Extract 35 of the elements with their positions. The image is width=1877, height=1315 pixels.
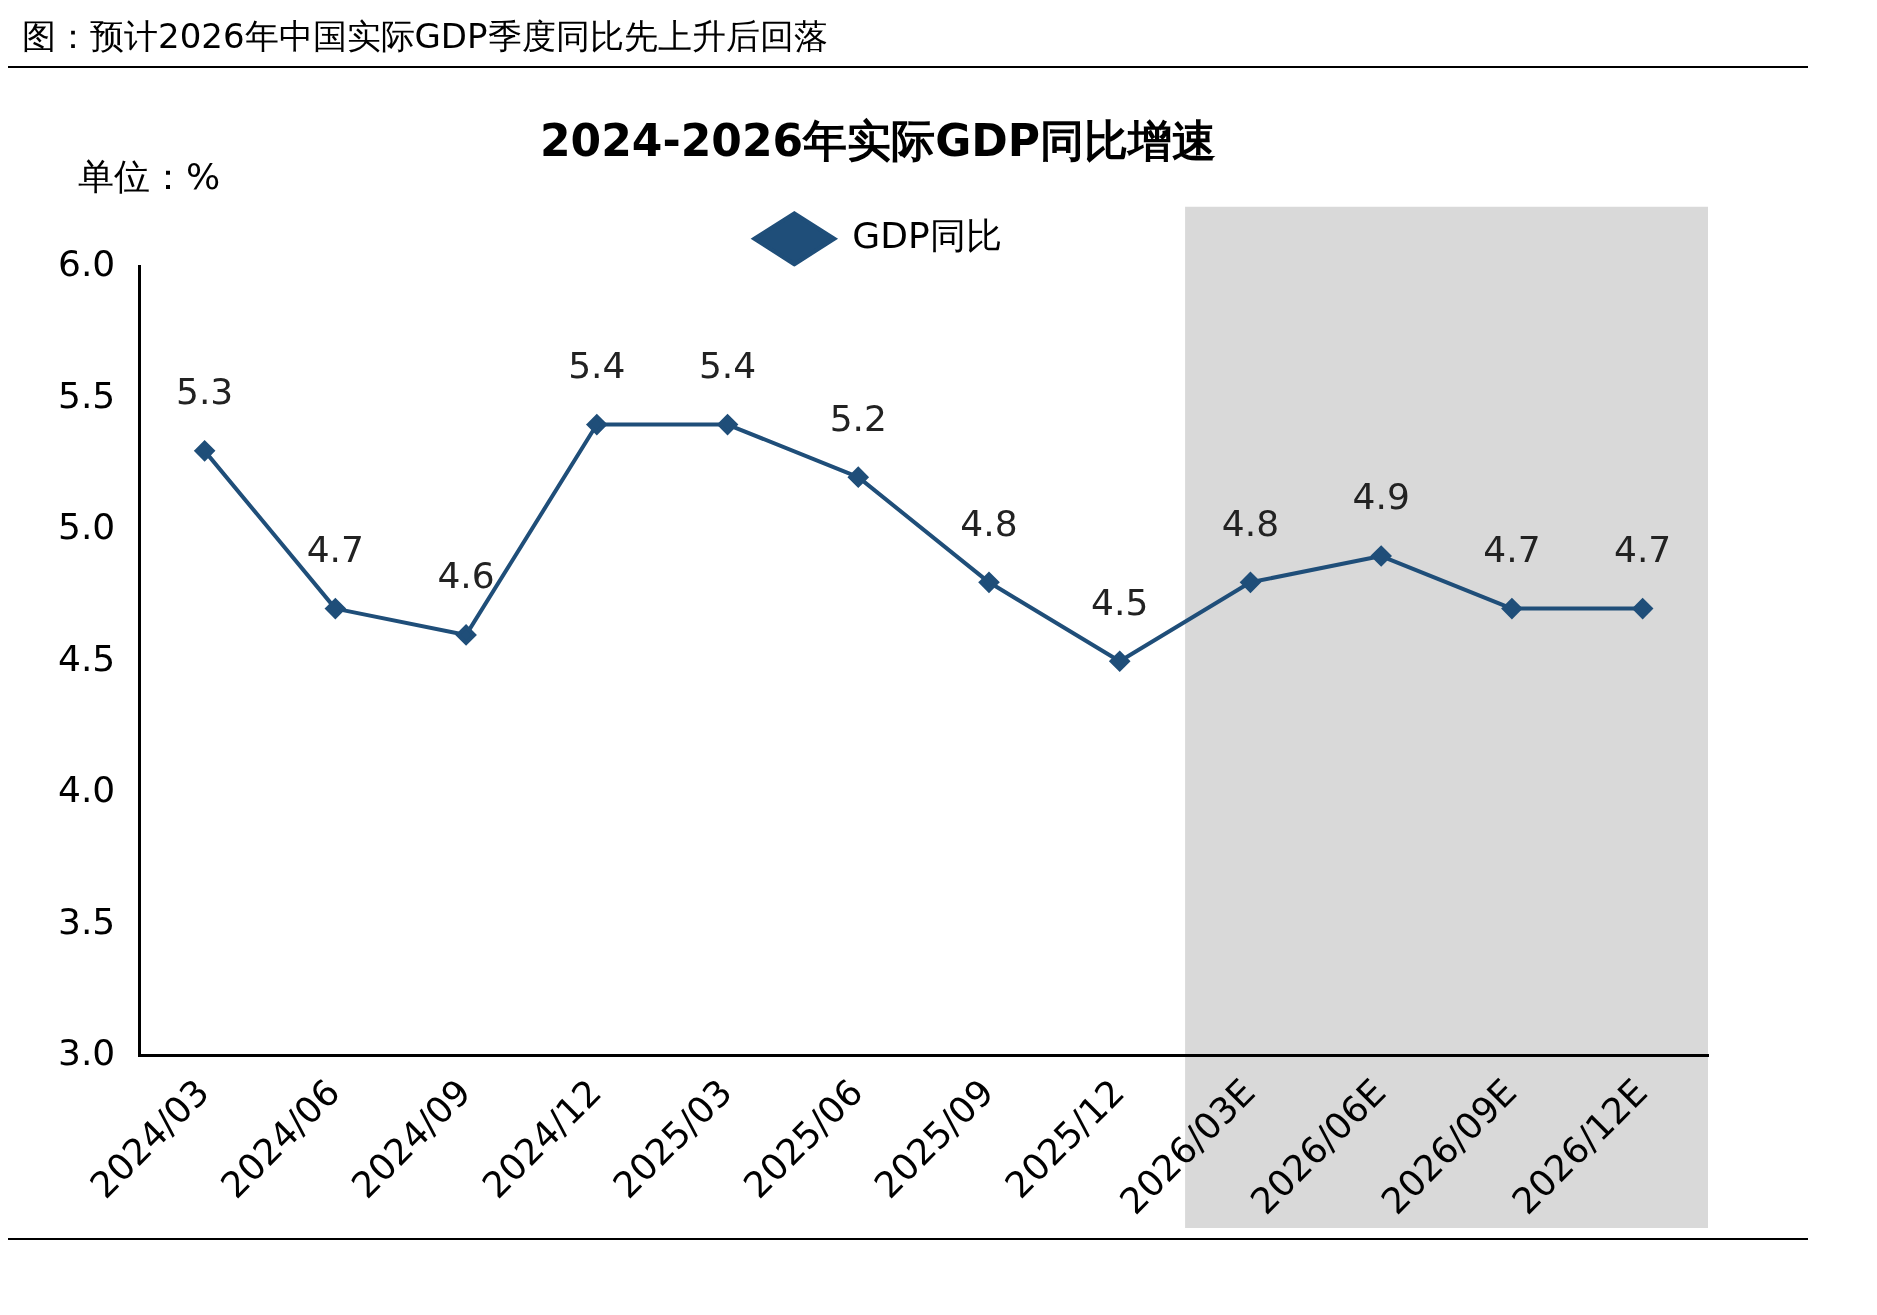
point (848, 467, 869, 488)
point (1632, 598, 1653, 619)
y-tick-label: 5.0 (57, 506, 116, 548)
data-label: 4.7 (306, 528, 364, 570)
point (586, 414, 607, 435)
data-label: 4.6 (437, 555, 495, 597)
chart-title: 图：预计2026年中国实际GDP季度同比先上升后回落 (8, 8, 1808, 68)
y-axis-title: 单位：% (78, 156, 221, 198)
point (1109, 651, 1130, 672)
point (717, 414, 738, 435)
data-label: 4.7 (1614, 528, 1672, 570)
y-tick-label: 4.5 (57, 637, 116, 679)
data-label: 4.8 (960, 502, 1018, 544)
data-label: 5.3 (175, 371, 234, 413)
point (1501, 598, 1522, 619)
y-tick-label: 4.0 (57, 769, 116, 811)
point (1371, 546, 1392, 567)
y-tick-label: 6.0 (57, 243, 116, 285)
chart-subtitle: 2024-2026年实际GDP同比增速 (539, 114, 1217, 166)
point (1240, 572, 1261, 593)
data-label: 4.7 (1483, 528, 1541, 570)
data-label: 4.8 (1221, 502, 1280, 544)
y-tick-label: 3.5 (57, 900, 116, 942)
data-label: 4.5 (1091, 581, 1149, 623)
y-tick-label: 5.5 (57, 374, 116, 416)
y-tick-label: 3.0 (57, 1031, 116, 1073)
data-label: 5.4 (698, 344, 757, 386)
data-label: 5.2 (829, 397, 887, 439)
point (194, 440, 215, 461)
point (456, 624, 477, 645)
data-label: 5.4 (568, 344, 626, 386)
point (978, 572, 999, 593)
point (325, 598, 346, 619)
legend-label: GDP同比 (852, 215, 1002, 257)
data-label: 4.9 (1352, 476, 1410, 518)
